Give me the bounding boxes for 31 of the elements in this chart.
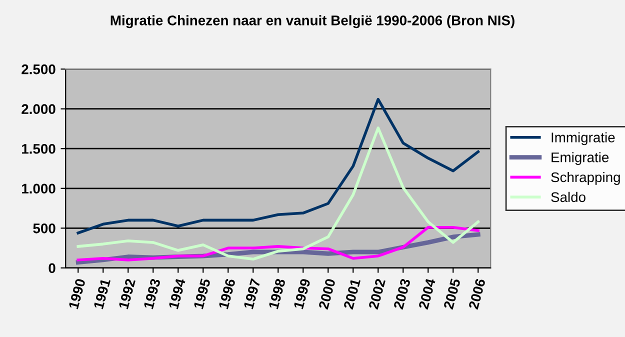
- x-tick-label: 1991: [93, 278, 111, 310]
- y-tick-label: 2.500: [22, 64, 56, 74]
- line-series: [76, 226, 480, 262]
- x-tick-label: 1996: [218, 278, 236, 310]
- x-tick-label: 1995: [193, 278, 211, 310]
- y-tick-label: 2.000: [22, 104, 56, 114]
- x-tick-label: 1999: [293, 278, 311, 310]
- y-tick-label: 500: [33, 223, 56, 234]
- y-tick-label: 1.500: [22, 144, 56, 154]
- x-tick-label: 1997: [243, 278, 261, 310]
- x-tick-label: 1993: [143, 278, 161, 310]
- x-tick-label: 2003: [393, 278, 411, 310]
- x-tick-label: 2006: [468, 278, 486, 310]
- line-series: [76, 98, 480, 234]
- chart-title: Migratie Chinezen naar en vanuit België 1990-2006 (Bron NIS): [110, 15, 514, 28]
- x-tick-label: 1992: [118, 278, 136, 310]
- legend-label: Schrapping: [551, 172, 620, 185]
- x-tick-label: 2005: [443, 278, 461, 310]
- y-tick-label: 1.000: [22, 184, 56, 194]
- x-tick-label: 1990: [68, 278, 86, 310]
- x-tick-label: 2002: [368, 278, 386, 310]
- legend-label: Emigratie: [552, 152, 609, 166]
- line-series: [76, 126, 480, 261]
- legend-label: Saldo: [551, 192, 586, 202]
- x-tick-label: 2000: [318, 278, 336, 310]
- legend-label: Immigratie: [552, 132, 615, 146]
- x-tick-label: 1998: [268, 278, 286, 310]
- y-tick-label: 0: [48, 263, 56, 274]
- x-tick-label: 2001: [343, 278, 361, 310]
- x-tick-label: 2004: [418, 278, 436, 310]
- x-tick-label: 1994: [168, 278, 186, 310]
